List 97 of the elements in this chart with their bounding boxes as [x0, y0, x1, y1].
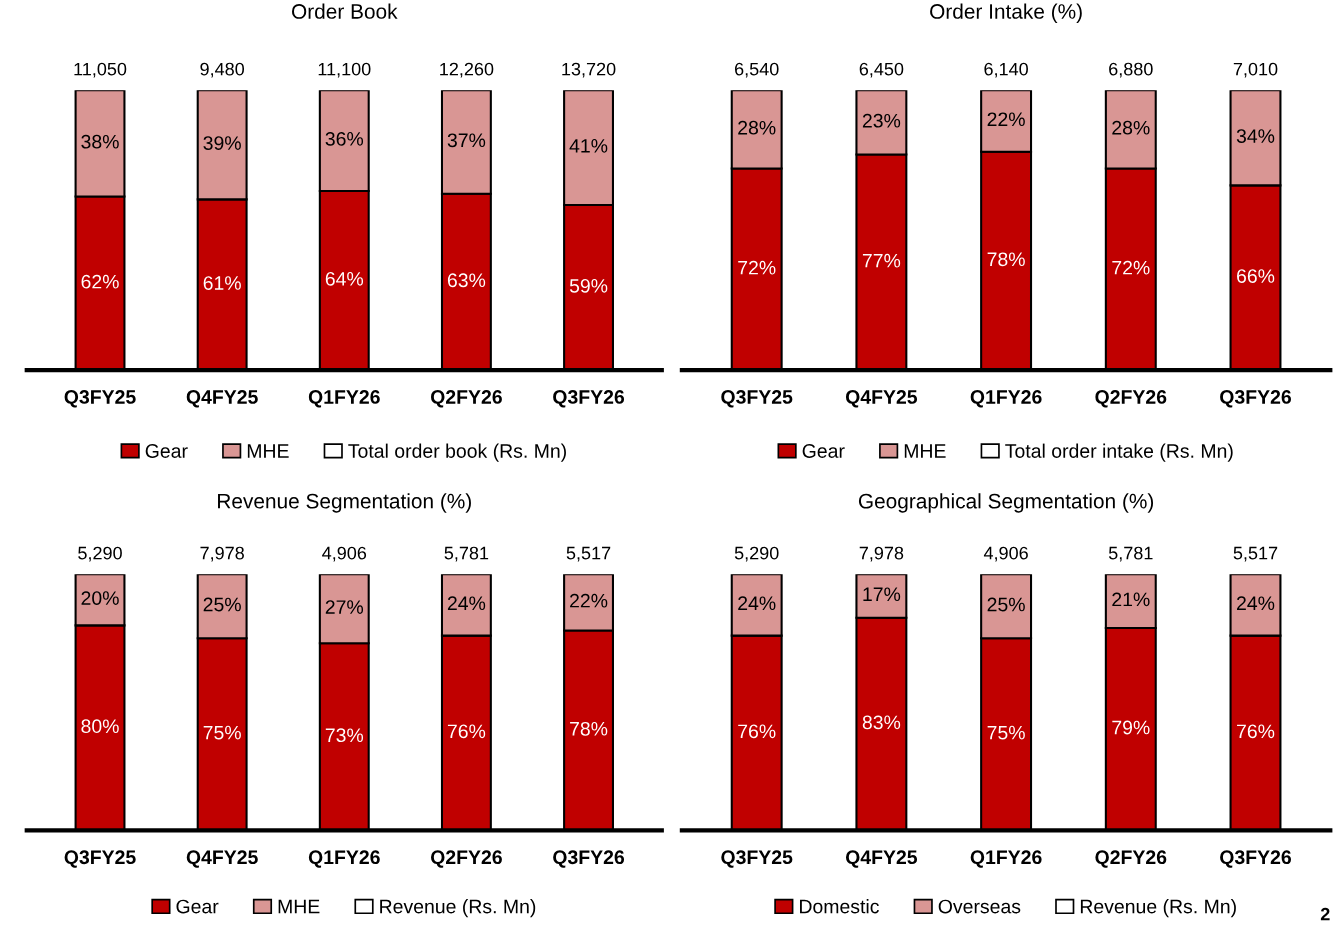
x-tick-label: Q1FY26 — [308, 390, 380, 408]
annotation: 6,450 — [859, 62, 904, 78]
data-label: 28% — [738, 120, 776, 135]
data-label: 80% — [81, 719, 119, 734]
legend-label: Total order intake (Rs. Mn) — [1005, 443, 1233, 462]
annotation: 12,260 — [440, 62, 494, 78]
data-label: 20% — [81, 591, 119, 605]
annotation: 6,540 — [735, 62, 779, 78]
data-label: 66% — [1237, 269, 1275, 283]
legend-label: Revenue (Rs. Mn) — [380, 899, 536, 918]
legend-label: Gear — [176, 899, 219, 914]
data-label: 38% — [81, 134, 119, 149]
data-label: 34% — [1236, 129, 1275, 143]
x-tick-label: Q3FY25 — [64, 850, 136, 868]
annotation: 5,290 — [78, 546, 122, 562]
x-tick-label: Q3FY26 — [553, 390, 625, 408]
legend-label: Gear — [802, 444, 845, 458]
annotation: 11,050 — [74, 62, 127, 78]
annotation: 9,480 — [200, 62, 245, 78]
x-tick-label: Q4FY25 — [845, 390, 918, 408]
x-tick-label: Q2FY26 — [431, 850, 502, 868]
legend-label: MHE — [247, 444, 289, 458]
data-label: 22% — [570, 593, 608, 608]
legend-label: Domestic — [800, 899, 879, 914]
x-tick-label: Q3FY26 — [553, 850, 625, 868]
x-tick-label: Q1FY26 — [308, 850, 380, 868]
x-tick-label: Q2FY26 — [1095, 390, 1167, 408]
data-label: 72% — [738, 260, 776, 275]
data-label: 25% — [987, 597, 1025, 612]
data-label: 79% — [1112, 720, 1150, 735]
data-label: 59% — [569, 278, 608, 293]
annotation: 5,781 — [444, 546, 489, 562]
data-label: 72% — [1112, 260, 1150, 275]
annotation: 7,978 — [859, 546, 904, 562]
x-tick-label: Q3FY25 — [721, 850, 793, 868]
chart-title: Revenue Segmentation (%) — [218, 493, 471, 513]
x-tick-label: Q4FY25 — [186, 390, 258, 408]
x-tick-label: Q4FY25 — [845, 850, 918, 868]
data-label: 76% — [738, 724, 776, 739]
data-label: 17% — [863, 587, 901, 602]
x-tick-label: Q1FY26 — [970, 850, 1042, 868]
data-label: 78% — [987, 252, 1025, 267]
data-label: 73% — [325, 728, 364, 743]
data-label: 24% — [738, 596, 776, 611]
data-label: 24% — [447, 596, 486, 611]
data-label: 39% — [203, 136, 241, 150]
data-label: 28% — [1112, 120, 1150, 135]
annotation: 11,100 — [318, 62, 371, 78]
data-label: 63% — [447, 273, 486, 288]
annotation: 4,906 — [983, 546, 1028, 562]
annotation: 7,978 — [200, 546, 244, 562]
data-label: 23% — [862, 113, 901, 128]
data-label: 83% — [862, 715, 901, 730]
legend-label: Revenue (Rs. Mn) — [1080, 899, 1236, 918]
x-tick-label: Q4FY25 — [186, 850, 258, 868]
data-label: 77% — [862, 253, 901, 268]
legend-label: Total order book (Rs. Mn) — [348, 443, 566, 462]
data-label: 64% — [325, 271, 364, 286]
annotation: 6,140 — [984, 62, 1028, 78]
data-label: 21% — [1112, 592, 1150, 607]
x-tick-label: Q2FY26 — [1095, 850, 1167, 868]
data-label: 75% — [203, 725, 241, 740]
data-label: 62% — [81, 274, 119, 289]
annotation: 4,906 — [322, 546, 367, 562]
x-tick-label: Q3FY26 — [1220, 850, 1291, 868]
annotation: 5,517 — [1233, 546, 1278, 562]
chart-title: Order Book — [292, 3, 398, 19]
x-tick-label: Q3FY25 — [721, 390, 793, 408]
data-label: 76% — [447, 724, 486, 739]
legend-label: MHE — [278, 899, 320, 914]
data-label: 36% — [325, 132, 364, 146]
annotation: 5,781 — [1108, 546, 1153, 562]
x-tick-label: Q2FY26 — [431, 390, 502, 408]
x-tick-label: Q1FY26 — [970, 390, 1042, 408]
data-label: 78% — [570, 721, 608, 736]
data-label: 22% — [987, 112, 1025, 127]
data-label: 41% — [569, 139, 608, 153]
chart-title: Order Intake (%) — [930, 3, 1082, 23]
annotation: 5,290 — [734, 546, 779, 562]
annotation: 5,517 — [566, 546, 611, 562]
data-label: 76% — [1237, 724, 1275, 739]
data-label: 25% — [203, 597, 241, 612]
data-label: 75% — [987, 725, 1025, 740]
annotation: 7,010 — [1233, 62, 1278, 78]
data-label: 37% — [447, 133, 486, 148]
annotation: 13,720 — [562, 62, 616, 78]
data-label: 27% — [325, 600, 364, 614]
data-label: 61% — [203, 276, 241, 290]
data-label: 24% — [1237, 596, 1275, 611]
x-tick-label: Q3FY25 — [64, 390, 136, 408]
text: 2 — [1320, 907, 1330, 921]
chart-title: Geographical Segmentation (%) — [858, 493, 1154, 513]
legend-label: MHE — [904, 444, 946, 458]
x-tick-label: Q3FY26 — [1220, 390, 1291, 408]
legend-label: Gear — [145, 444, 188, 458]
legend-label: Overseas — [938, 899, 1021, 914]
annotation: 6,880 — [1109, 62, 1153, 78]
